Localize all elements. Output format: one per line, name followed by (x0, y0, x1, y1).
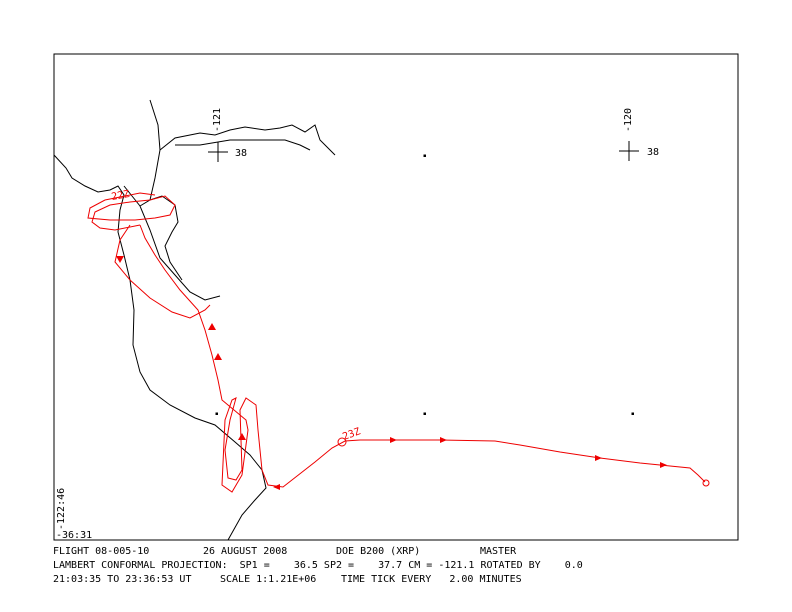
lon-label: -120 (623, 108, 634, 132)
corner-lon-label: -122:46 (56, 488, 67, 530)
footer-text: DOE B200 (XRP) (336, 546, 420, 557)
grid-markers (208, 141, 639, 415)
coastline (53, 99, 336, 541)
lat-label: 38 (235, 148, 247, 159)
flight-track (87, 192, 710, 493)
footer: FLIGHT 08-005-10 26 AUGUST 2008 DOE B200… (53, 546, 583, 585)
footer-text: 21:03:35 TO 23:36:53 UT (53, 574, 191, 585)
footer-text: MASTER (480, 546, 517, 557)
footer-text: FLIGHT 08-005-10 (53, 546, 149, 557)
map-frame (53, 53, 739, 541)
lon-label: -121 (212, 108, 223, 132)
lat-label: 38 (647, 147, 659, 158)
corner-lat-label: -36:31 (56, 530, 92, 541)
time-mark: 22Z (111, 189, 131, 203)
footer-text: LAMBERT CONFORMAL PROJECTION: SP1 = 36.5… (53, 560, 583, 571)
footer-text: 26 AUGUST 2008 (203, 546, 287, 557)
footer-text: SCALE 1:1.21E+06 (220, 574, 316, 585)
footer-text: TIME TICK EVERY 2.00 MINUTES (341, 574, 522, 585)
